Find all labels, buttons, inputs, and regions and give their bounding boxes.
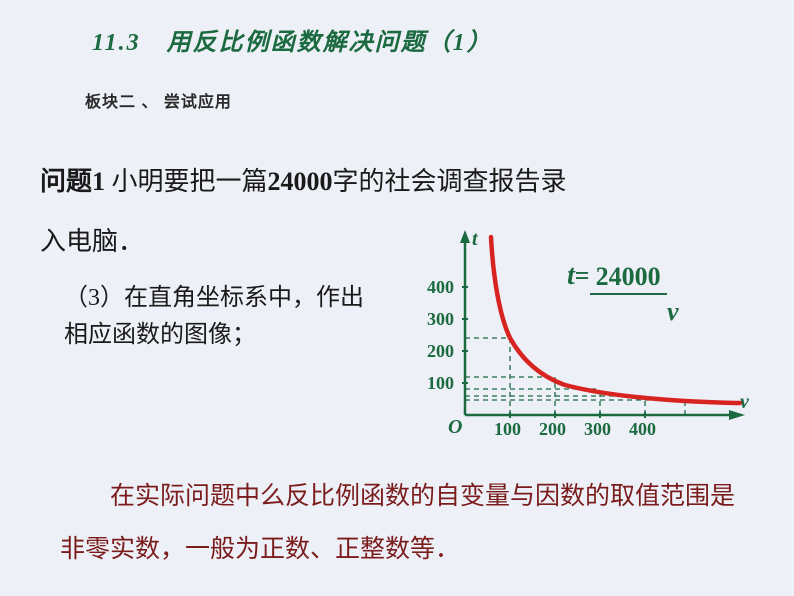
y-tick-400: 400	[427, 277, 454, 297]
dashed-grid	[465, 338, 685, 415]
y-ticks: 100 200 300 400	[427, 277, 468, 393]
x-axis-label: v	[740, 391, 750, 413]
y-tick-200: 200	[427, 341, 454, 361]
page-title: 11.3 用反比例函数解决问题（1）	[92, 22, 493, 57]
x-tick-200: 200	[539, 419, 566, 439]
sub-question: （3）在直角坐标系中，作出相应函数的图像；	[64, 280, 384, 354]
y-axis-label: t	[472, 228, 479, 250]
curve	[491, 237, 740, 403]
y-tick-100: 100	[427, 373, 454, 393]
x-tick-300: 300	[584, 419, 611, 439]
section-subtitle: 板块二 、 尝试应用	[85, 88, 232, 112]
problem-text-2: 字的社会调查报告录	[333, 167, 567, 196]
chart-area: 100 200 300 400 100 200 300 400	[395, 225, 760, 440]
problem-text-3: 入电脑．	[40, 227, 144, 256]
bottom-note: 在实际问题中么反比例函数的自变量与因数的取值范围是非零实数，一般为正数、正整数等…	[60, 470, 750, 575]
problem-label: 问题1	[40, 167, 105, 196]
x-tick-100: 100	[494, 419, 521, 439]
note-line: 在实际问题中么反比例函数的自变量与因数的取值范围是非零实数，一般为正数、正整数等…	[60, 470, 750, 575]
x-tick-400: 400	[629, 419, 656, 439]
problem-text-1: 小明要把一篇	[105, 167, 268, 196]
origin-label: O	[448, 416, 462, 438]
problem-number: 24000	[268, 167, 333, 196]
y-tick-300: 300	[427, 309, 454, 329]
